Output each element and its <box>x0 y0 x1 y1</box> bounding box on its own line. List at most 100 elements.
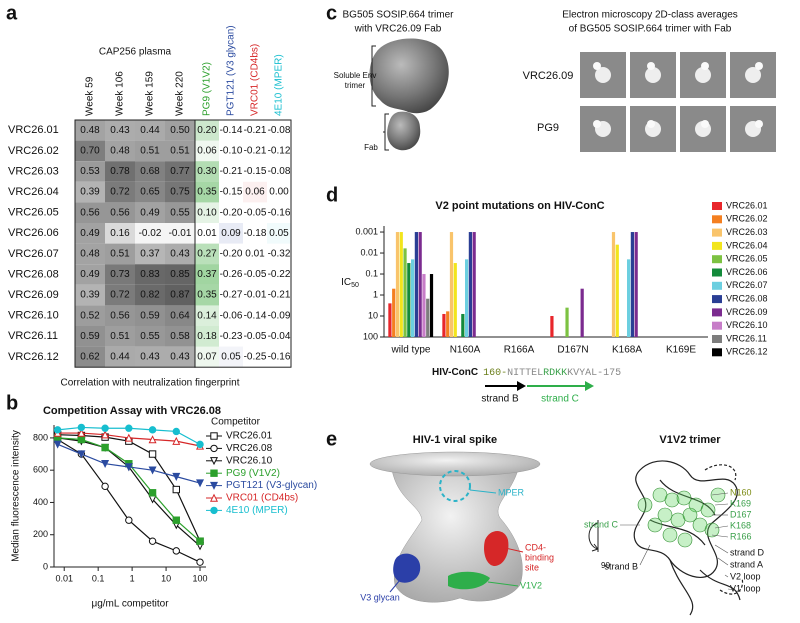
cell-label: -0.21 <box>244 146 267 157</box>
heatmap-cell <box>219 346 243 368</box>
heatmap-cell <box>135 140 165 162</box>
cell-label: 0.10 <box>197 207 217 218</box>
bar <box>426 298 430 337</box>
cell-label: 0.30 <box>197 166 217 177</box>
bar <box>422 274 426 337</box>
row-label: VRC26.12 <box>8 351 59 363</box>
column-header: 4E10 (MPER) <box>274 54 285 116</box>
legend-swatch <box>712 241 722 250</box>
cell-label: 0.77 <box>170 166 190 177</box>
marker <box>148 426 157 434</box>
cell-label: 0.52 <box>80 310 100 321</box>
annotation: binding <box>525 552 554 562</box>
heatmap-cell <box>75 326 105 347</box>
heatmap-cell <box>135 346 165 368</box>
annotation: 90 <box>601 561 610 570</box>
marker <box>148 435 157 444</box>
residue-label: D167 <box>730 509 752 519</box>
marker <box>196 537 204 545</box>
legend-label: VRC26.11 <box>726 333 767 343</box>
bar <box>472 232 476 337</box>
mper-marker <box>439 470 471 502</box>
legend-label: VRC26.10 <box>726 320 768 330</box>
cell-label: 0.39 <box>80 290 100 301</box>
column-header: Week 159 <box>145 71 156 116</box>
legend-swatch <box>712 335 722 343</box>
heatmap-cell <box>165 140 195 162</box>
cell-label: -0.26 <box>220 269 243 280</box>
legend-swatch <box>712 348 722 357</box>
heatmap-cell <box>195 161 219 182</box>
cell-label: -0.01 <box>169 228 192 239</box>
bar <box>442 313 446 337</box>
cell-label: 0.49 <box>80 228 100 239</box>
leaders <box>620 492 736 591</box>
marker <box>196 558 204 566</box>
legend-swatch <box>712 255 722 264</box>
cell-label: 0.20 <box>197 125 217 136</box>
leader <box>487 581 519 587</box>
legend-label: VRC26.09 <box>726 307 768 317</box>
marker <box>172 485 180 494</box>
y-tick-label: 100 <box>363 331 378 341</box>
annotation: Fab <box>364 143 378 152</box>
marker <box>210 469 218 477</box>
cell-label: 0.78 <box>110 166 130 177</box>
cell-label: 0.27 <box>197 249 217 260</box>
legend-title: Competitor <box>211 417 261 428</box>
bar <box>580 288 584 337</box>
heatmap-cell <box>165 161 195 182</box>
marker <box>77 450 86 459</box>
heatmap-cell <box>105 202 135 223</box>
heatmap-cell <box>105 161 135 182</box>
axis-label-sub: 50 <box>351 282 359 289</box>
em-particle <box>755 62 763 70</box>
heatmap-cell <box>165 346 195 368</box>
heatmap-cell <box>195 202 219 223</box>
cell-label: 0.68 <box>140 166 160 177</box>
heatmap-cell <box>135 223 165 244</box>
y-tick-label: 0.001 <box>355 226 378 236</box>
cell-label: 0.18 <box>197 331 217 342</box>
marker <box>101 482 109 491</box>
em-particle <box>745 67 761 83</box>
heatmap-cell <box>135 305 165 326</box>
residue-label: K168 <box>730 520 751 530</box>
heatmap-cell <box>75 202 105 223</box>
x-tick-label: D167N <box>557 345 588 356</box>
x-tick-label: 10 <box>161 573 171 583</box>
heatmap-cell <box>75 161 105 182</box>
x-tick-label: N160A <box>450 345 481 356</box>
em-particle <box>593 62 601 70</box>
legend-label: VRC26.07 <box>726 280 768 290</box>
row-label: VRC26.03 <box>8 165 59 177</box>
ribbon <box>633 460 738 578</box>
legend-label: VRC26.12 <box>726 347 768 357</box>
y-tick-label: 10 <box>368 310 378 320</box>
annotation: CD4- <box>525 542 546 552</box>
sequence-start: 160- <box>483 368 507 379</box>
cell-label: 0.87 <box>170 290 190 301</box>
heatmap-cell <box>75 284 105 306</box>
cell-label: 0.48 <box>110 146 130 157</box>
heatmap-cell <box>135 243 165 265</box>
cell-label: 0.53 <box>80 166 100 177</box>
em-particle <box>701 120 709 128</box>
cell-label: 0.01 <box>245 249 265 260</box>
marker <box>172 516 180 524</box>
sequence-segment: RDKK <box>543 368 567 379</box>
row-label: VRC26.10 <box>8 310 59 322</box>
panel-title: V1V2 trimer <box>659 434 721 446</box>
marker <box>172 427 180 436</box>
heatmap-cell <box>105 264 135 285</box>
bar <box>403 248 407 337</box>
cell-label: 0.35 <box>197 290 217 301</box>
cell-label: 0.37 <box>197 269 217 280</box>
bar <box>468 232 472 337</box>
column-header: Week 59 <box>85 76 96 116</box>
cell-label: -0.25 <box>244 352 267 363</box>
heatmap-cell <box>195 264 219 285</box>
marker <box>148 489 157 497</box>
cell-label: -0.16 <box>268 352 291 363</box>
cell-label: 0.35 <box>197 187 217 198</box>
